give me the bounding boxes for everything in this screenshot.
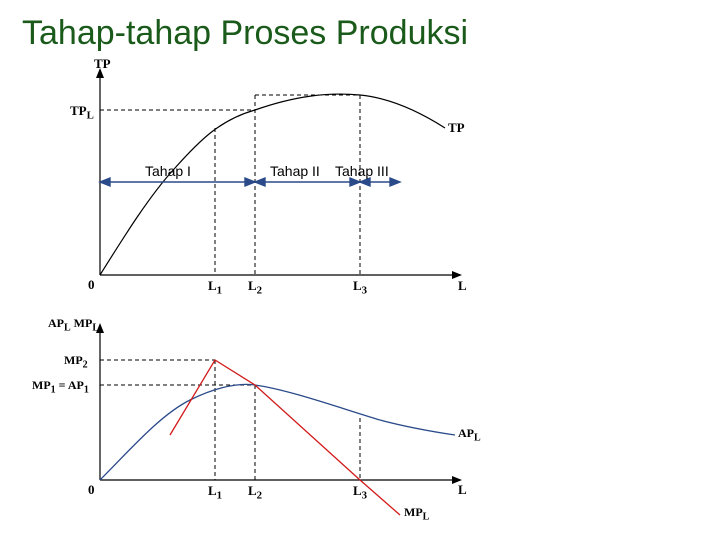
label-y-axis-b: APL MPL — [48, 316, 99, 333]
label-l3-top: L3 — [353, 278, 367, 297]
ap-curve — [100, 384, 455, 480]
label-zero-b: 0 — [88, 482, 95, 498]
label-apl: APL — [458, 426, 481, 443]
label-tp-axis: TP — [94, 56, 111, 72]
label-l-axis-b: L — [458, 482, 467, 498]
label-tahap-1: Tahap I — [145, 163, 191, 179]
label-mp1ap1: MP1 = AP1 — [32, 378, 89, 395]
bottom-chart-svg — [60, 320, 480, 520]
label-l2-b: L2 — [248, 483, 262, 502]
top-chart-svg — [60, 70, 480, 295]
label-l1-top: L1 — [208, 278, 222, 297]
top-chart: TP TPL 0 L1 L2 L3 L TP Tahap I Tahap II … — [60, 70, 480, 295]
page-title: Tahap-tahap Proses Produksi — [22, 14, 468, 53]
bottom-chart: APL MPL MP2 MP1 = AP1 0 L1 L2 L3 L APL M… — [60, 320, 480, 520]
label-mpl: MPL — [404, 505, 429, 522]
label-tahap-3: Tahap III — [335, 163, 389, 179]
label-l-axis-top: L — [458, 278, 467, 294]
label-l1-b: L1 — [208, 483, 222, 502]
label-zero-top: 0 — [88, 277, 95, 293]
label-tahap-2: Tahap II — [270, 163, 320, 179]
label-tp-curve: TP — [448, 120, 465, 136]
label-l2-top: L2 — [248, 278, 262, 297]
label-tpl: TPL — [70, 103, 94, 122]
stage-arrows — [100, 178, 400, 186]
label-mp2: MP2 — [64, 353, 88, 370]
label-l3-b: L3 — [353, 483, 367, 502]
